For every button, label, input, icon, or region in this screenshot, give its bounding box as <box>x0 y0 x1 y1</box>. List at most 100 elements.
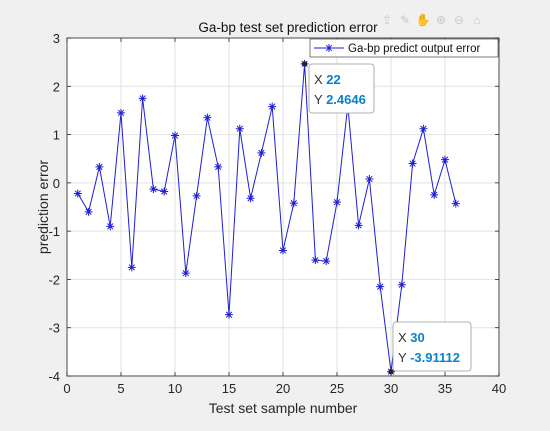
y-tick-label: 1 <box>53 128 60 143</box>
data-point <box>117 108 125 117</box>
data-point <box>257 148 266 157</box>
legend-marker <box>325 44 333 52</box>
datatip-anchor <box>388 369 394 375</box>
asterisk-marker <box>171 131 179 140</box>
data-point <box>171 131 179 140</box>
datatip-x-row: X 22 <box>314 72 341 87</box>
asterisk-marker <box>322 257 331 266</box>
axes-toolbar[interactable]: ⇪ ✎ ✋ ⊕ ⊖ ⌂ <box>379 10 497 30</box>
data-point <box>289 199 298 208</box>
data-point <box>203 113 212 122</box>
zoom-out-icon[interactable]: ⊖ <box>453 13 465 27</box>
y-tick-label: -2 <box>48 272 60 287</box>
asterisk-marker <box>73 189 82 198</box>
datatip-box <box>392 321 472 372</box>
data-point <box>106 222 115 231</box>
data-point <box>127 263 136 272</box>
y-tick-label: -3 <box>48 321 60 336</box>
home-icon[interactable]: ⌂ <box>473 13 481 27</box>
data-point <box>246 194 255 203</box>
data-point <box>192 191 201 200</box>
asterisk-marker <box>192 191 201 200</box>
x-tick-label: 10 <box>168 381 182 396</box>
data-point <box>354 221 363 230</box>
data-point <box>311 256 320 265</box>
datatip-y-row: Y -3.91112 <box>398 350 460 365</box>
x-tick-label: 35 <box>438 381 452 396</box>
data-point <box>441 155 449 164</box>
asterisk-marker <box>376 282 385 291</box>
asterisk-marker <box>214 162 223 171</box>
x-axis-label: Test set sample number <box>209 400 358 416</box>
asterisk-marker <box>181 269 190 278</box>
asterisk-marker <box>451 199 460 208</box>
asterisk-marker <box>257 148 266 157</box>
data-point <box>419 124 428 133</box>
x-tick-label: 20 <box>276 381 290 396</box>
data-point <box>365 174 374 183</box>
asterisk-marker <box>246 194 255 203</box>
export-icon[interactable]: ⇪ <box>381 13 393 27</box>
data-point <box>322 257 331 266</box>
datatip-box <box>308 63 375 114</box>
y-tick-label: 3 <box>53 31 60 46</box>
legend-label: Ga-bp predict output error <box>348 43 480 55</box>
asterisk-marker <box>333 198 341 207</box>
data-point <box>84 207 93 216</box>
asterisk-marker <box>235 124 244 133</box>
datatip-x-row: X 30 <box>398 330 425 345</box>
y-axis-label: prediction error <box>35 160 51 254</box>
asterisk-marker <box>127 263 136 272</box>
asterisk-marker <box>365 174 374 183</box>
asterisk-marker <box>430 190 439 199</box>
data-point <box>235 124 244 133</box>
asterisk-marker <box>419 124 428 133</box>
asterisk-marker <box>106 222 115 231</box>
datatip-y-row: Y 2.4646 <box>314 92 366 107</box>
x-tick-label: 40 <box>492 381 506 396</box>
data-point <box>397 280 406 289</box>
x-tick-label: 15 <box>222 381 236 396</box>
data-point <box>149 185 158 194</box>
data-point <box>408 159 417 168</box>
data-point <box>225 310 233 319</box>
pan-icon[interactable]: ✋ <box>415 13 431 27</box>
asterisk-marker <box>397 280 406 289</box>
x-tick-label: 5 <box>117 381 124 396</box>
datatip: X 30 Y -3.91112 <box>388 321 472 375</box>
chart-title: Ga-bp test set prediction error <box>198 20 378 35</box>
asterisk-marker <box>160 187 169 196</box>
data-point <box>95 162 104 171</box>
asterisk-marker <box>138 94 147 103</box>
asterisk-marker <box>225 310 233 319</box>
asterisk-marker <box>268 102 277 111</box>
x-tick-label: 25 <box>330 381 344 396</box>
datatip: X 22 Y 2.4646 <box>302 61 375 114</box>
data-point <box>430 190 439 199</box>
x-tick-label: 0 <box>63 381 70 396</box>
data-point <box>160 187 169 196</box>
asterisk-marker <box>95 162 104 171</box>
asterisk-marker <box>203 113 212 122</box>
asterisk-marker <box>441 155 449 164</box>
asterisk-marker <box>149 185 158 194</box>
brush-icon[interactable]: ✎ <box>399 13 411 27</box>
data-point <box>214 162 223 171</box>
y-tick-label: -1 <box>48 224 60 239</box>
data-point <box>451 199 460 208</box>
legend-box <box>309 38 499 58</box>
data-point <box>268 102 277 111</box>
y-tick-label: 2 <box>53 79 60 94</box>
asterisk-marker <box>289 199 298 208</box>
asterisk-marker <box>279 246 287 255</box>
y-tick-label: 0 <box>53 176 60 191</box>
data-point <box>279 246 287 255</box>
data-point <box>73 189 82 198</box>
x-tick-label: 30 <box>384 381 398 396</box>
zoom-in-icon[interactable]: ⊕ <box>435 13 447 27</box>
data-point <box>181 269 190 278</box>
y-tick-label: -4 <box>48 369 60 384</box>
data-point <box>138 94 147 103</box>
